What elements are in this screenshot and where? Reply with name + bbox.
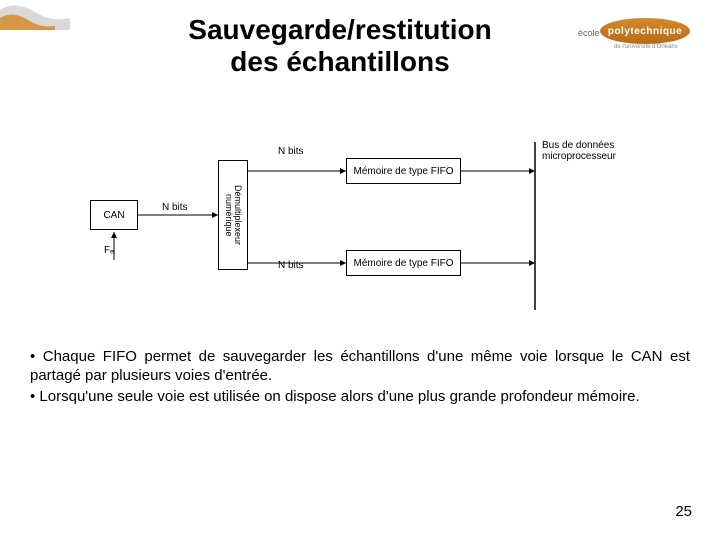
bullet-1: • Chaque FIFO permet de sauvegarder les … [30,348,690,386]
logo-main-text: polytechnique [608,26,682,37]
title-line-2: des échantillons [230,46,449,77]
nbits-can-label: N bits [162,202,188,213]
bullet-2: • Lorsqu'une seule voie est utilisée on … [30,388,690,407]
fifo-bottom-block: Mémoire de type FIFO [346,250,461,276]
logo-small-text: école [578,28,600,38]
bus-line-2: microprocesseur [542,151,616,162]
demux-label: Démultiplexeur numérique [224,185,242,245]
title-line-1: Sauvegarde/restitution [188,14,491,45]
demux-block: Démultiplexeur numérique [218,160,248,270]
slide: Sauvegarde/restitution des échantillons … [0,0,720,540]
page-number: 25 [675,503,692,520]
bus-label: Bus de données microprocesseur [542,140,616,162]
fe-label: Fₑ [104,245,114,256]
bus-line-1: Bus de données [542,140,614,151]
polytechnique-logo: école polytechnique de l'université d'Or… [580,22,700,62]
fifo-bottom-label: Mémoire de type FIFO [353,258,453,269]
nbits-top-label: N bits [278,146,304,157]
block-diagram: CAN Fₑ N bits Démultiplexeur numérique N… [90,130,630,330]
logo-sub-text: de l'université d'Orléans [614,44,678,50]
nbits-bottom-label: N bits [278,260,304,271]
slide-title: Sauvegarde/restitution des échantillons [130,14,550,78]
fifo-top-block: Mémoire de type FIFO [346,158,461,184]
can-block: CAN [90,200,138,230]
footer-decoration [0,0,70,30]
fifo-top-label: Mémoire de type FIFO [353,166,453,177]
logo-oval: polytechnique [600,18,690,44]
can-label: CAN [103,210,124,221]
body-text: • Chaque FIFO permet de sauvegarder les … [30,348,690,408]
